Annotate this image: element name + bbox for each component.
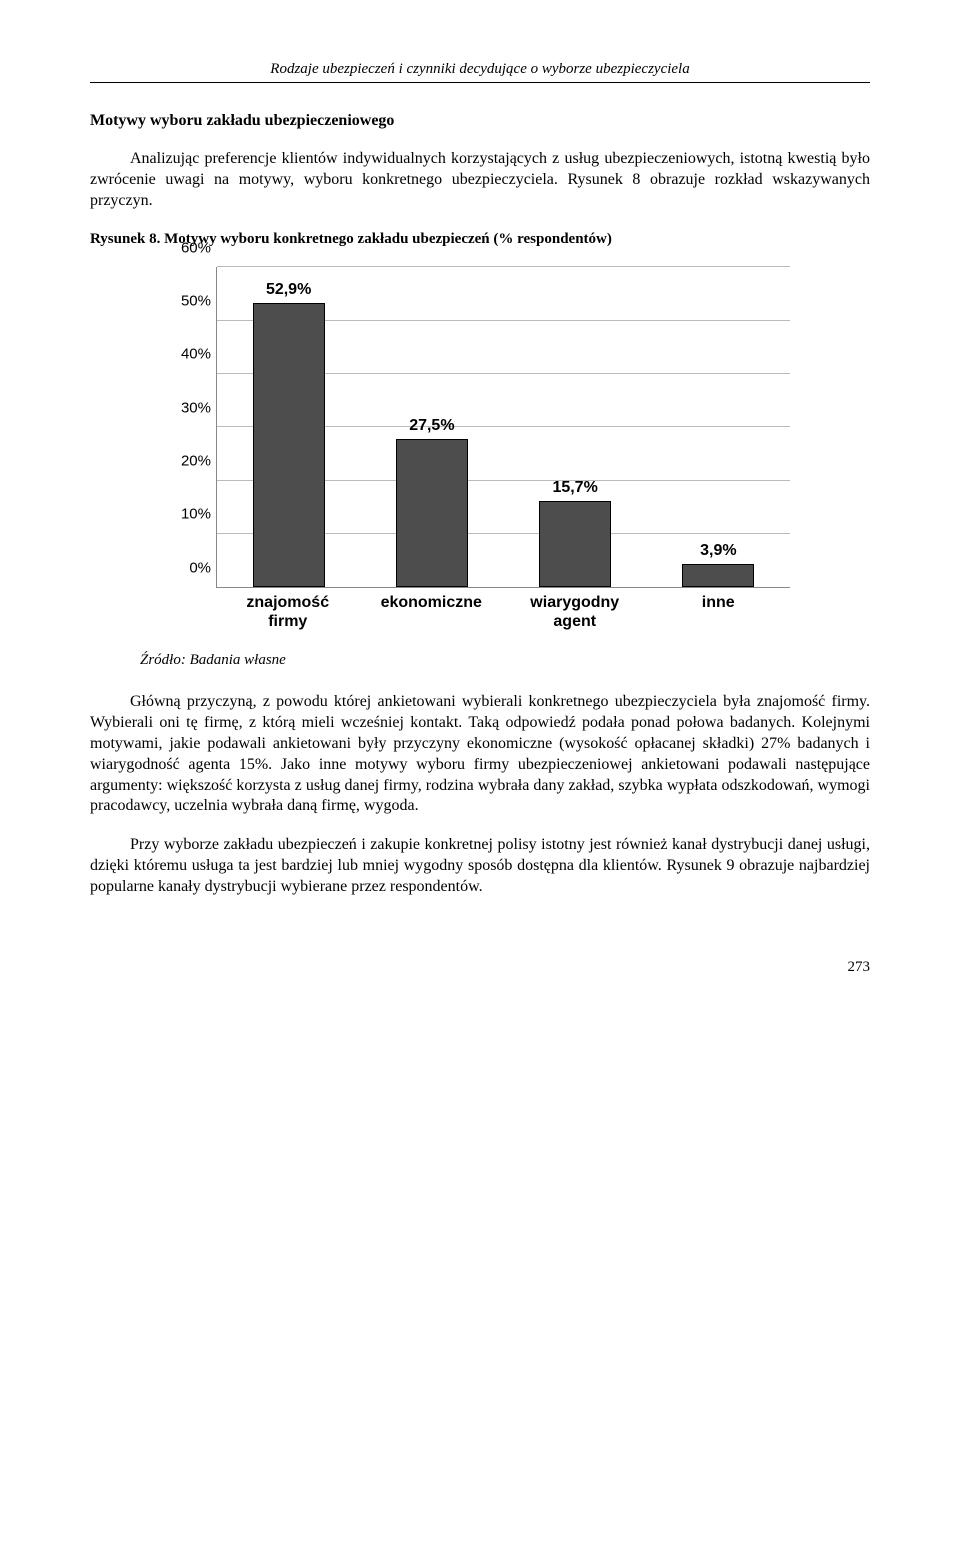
chart-bar-group: 52,9% [217,303,360,587]
page-header: Rodzaje ubezpieczeń i czynniki decydując… [90,60,870,83]
chart-bar-group: 15,7% [504,501,647,587]
chart-x-labels: znajomośćfirmyekonomicznewiarygodnyagent… [216,594,790,631]
chart-ytick: 10% [171,505,211,525]
chart-ytick: 0% [171,558,211,578]
chart-bar-group: 27,5% [360,439,503,588]
chart-bar: 3,9% [682,564,754,587]
chart-bar-value-label: 15,7% [552,478,597,499]
chart-ytick: 60% [171,238,211,258]
intro-paragraph: Analizując preferencje klientów indywidu… [90,149,870,211]
chart-plot-area: 0%10%20%30%40%50%60%52,9%27,5%15,7%3,9% [216,267,790,588]
chart-category-label: znajomośćfirmy [216,594,360,631]
analysis-paragraph-2: Przy wyborze zakładu ubezpieczeń i zakup… [90,835,870,897]
chart-category-label: wiarygodnyagent [503,594,647,631]
chart-category-label: inne [647,594,791,631]
chart-bar-value-label: 52,9% [266,280,311,301]
figure-source: Źródło: Badania własne [140,651,870,671]
chart-ytick: 40% [171,345,211,365]
chart-ytick: 20% [171,451,211,471]
chart-bar: 27,5% [396,439,468,588]
page-number: 273 [90,958,870,978]
chart-bar-group: 3,9% [647,564,790,587]
chart-bar: 52,9% [253,303,325,587]
chart-bar: 15,7% [539,501,611,587]
section-title: Motywy wyboru zakładu ubezpieczeniowego [90,111,870,132]
chart-ytick: 30% [171,398,211,418]
chart-category-label: ekonomiczne [360,594,504,631]
chart-ytick: 50% [171,291,211,311]
chart-bar-value-label: 27,5% [409,416,454,437]
chart-bar-value-label: 3,9% [700,541,736,562]
bar-chart: 0%10%20%30%40%50%60%52,9%27,5%15,7%3,9% … [170,267,790,631]
analysis-paragraph-1: Główną przyczyną, z powodu której ankiet… [90,692,870,817]
chart-gridline [217,266,790,267]
